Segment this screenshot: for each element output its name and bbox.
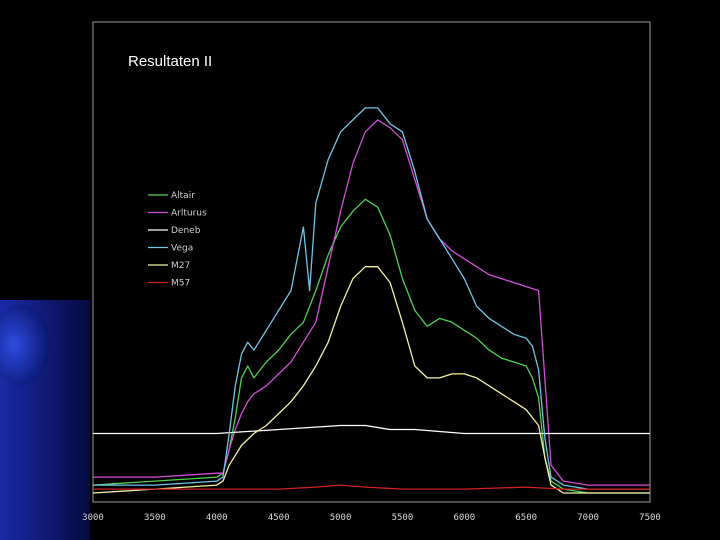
series-line-vega — [93, 107, 650, 490]
x-tick-label: 6000 — [453, 513, 475, 523]
x-tick-label: 3000 — [82, 513, 104, 523]
legend-label: Altair — [171, 191, 195, 201]
series-layer — [92, 107, 650, 494]
x-tick-label: 7000 — [577, 513, 599, 523]
legend-label: M57 — [171, 279, 190, 289]
slide-blue-glow — [0, 305, 50, 385]
x-tick-label: 3500 — [144, 513, 166, 523]
x-tick-label: 5500 — [392, 513, 414, 523]
legend-label: Vega — [171, 244, 193, 254]
legend-label: Deneb — [171, 226, 201, 236]
x-tick-label: 6500 — [515, 513, 537, 523]
series-line-altair — [92, 198, 650, 494]
plot-frame — [92, 21, 651, 503]
x-tick-label: 5000 — [330, 513, 352, 523]
series-line-m27 — [92, 266, 650, 494]
x-tick-label: 4500 — [268, 513, 290, 523]
x-axis-ticks: 3000 3500 4000 4500 5000 5500 6000 6500 7000 7500 — [82, 513, 661, 523]
x-tick-label: 4000 — [206, 513, 228, 523]
legend-label: Arlturus — [171, 209, 207, 219]
legend-label: M27 — [171, 261, 190, 271]
series-line-m57 — [93, 484, 650, 490]
legend: Altair Arlturus Deneb Vega M27 M57 — [148, 191, 207, 289]
x-tick-label: 7500 — [639, 513, 661, 523]
series-line-arlturus — [93, 119, 650, 486]
slide-title: Resultaten II — [128, 53, 213, 70]
series-line-deneb — [93, 424, 650, 435]
